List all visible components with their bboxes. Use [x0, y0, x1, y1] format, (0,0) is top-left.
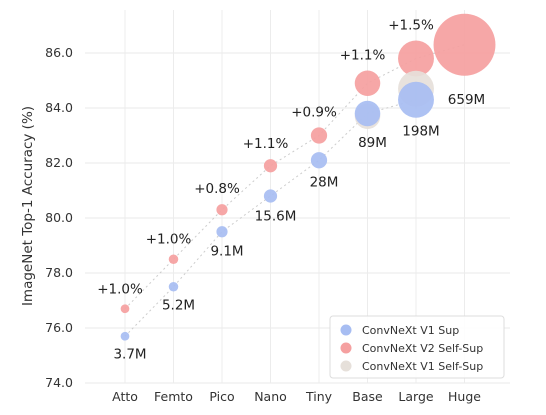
param-label: 28M	[310, 174, 339, 190]
legend-marker-v2-selfsup	[340, 342, 352, 354]
point-v2-selfsup-atto	[120, 304, 130, 314]
x-tick-label: Pico	[209, 389, 234, 404]
y-tick-label: 84.0	[45, 100, 73, 115]
param-label: 5.2M	[162, 298, 195, 314]
x-tick-label: Tiny	[305, 389, 333, 404]
legend-label-v2-selfsup: ConvNeXt V2 Self-Sup	[362, 342, 483, 355]
x-tick-label: Huge	[448, 389, 481, 404]
legend-marker-v1-selfsup	[340, 360, 352, 372]
point-v2-selfsup-pico	[216, 204, 228, 216]
trend-line-1	[124, 44, 465, 310]
param-label: 198M	[402, 124, 439, 140]
point-v1-sup-tiny	[310, 152, 328, 169]
param-label: 659M	[448, 92, 485, 108]
gain-label: +0.9%	[291, 104, 337, 120]
x-tick-label: Atto	[112, 389, 138, 404]
point-v2-selfsup-base	[354, 70, 381, 97]
point-v1-sup-large	[398, 81, 434, 118]
param-label: 3.7M	[113, 347, 146, 363]
legend: ConvNeXt V1 Sup ConvNeXt V2 Self-Sup Con…	[329, 315, 505, 379]
param-label: 15.6M	[255, 209, 297, 225]
point-v2-selfsup-tiny	[310, 127, 328, 144]
point-v1-sup-pico	[216, 226, 228, 238]
x-tick-label: Nano	[254, 389, 287, 404]
x-tick-label: Femto	[154, 389, 193, 404]
y-axis-ticks: 74.0 76.0 78.0 80.0 82.0 84.0 86.0	[45, 45, 73, 390]
x-tick-label: Base	[352, 389, 383, 404]
gain-label: +1.0%	[146, 231, 192, 247]
gain-label: +1.1%	[243, 136, 289, 152]
point-v2-selfsup-huge	[433, 13, 496, 76]
point-v2-selfsup-femto	[168, 254, 179, 265]
legend-label-v1-selfsup: ConvNeXt V1 Self-Sup	[362, 360, 483, 373]
x-axis-ticks: Atto Femto Pico Nano Tiny Base Large Huge	[112, 389, 481, 404]
point-v1-sup-atto	[120, 331, 130, 341]
legend-marker-v1-sup	[340, 324, 352, 336]
x-tick-label: Large	[398, 389, 433, 404]
y-tick-label: 82.0	[45, 155, 73, 170]
y-tick-label: 78.0	[45, 265, 73, 280]
data-points	[120, 13, 496, 341]
point-v2-selfsup-large	[398, 40, 434, 77]
y-tick-label: 74.0	[45, 375, 73, 390]
point-v1-sup-base	[354, 100, 381, 127]
legend-label-v1-sup: ConvNeXt V1 Sup	[362, 324, 459, 337]
point-v2-selfsup-nano	[263, 159, 278, 173]
param-labels: 3.7M 5.2M 9.1M 15.6M 28M 89M 198M 659M	[113, 92, 485, 363]
y-tick-label: 76.0	[45, 320, 73, 335]
y-tick-label: 80.0	[45, 210, 73, 225]
gain-label: +0.8%	[194, 181, 240, 197]
point-v1-sup-femto	[168, 281, 179, 292]
gain-label: +1.0%	[97, 281, 143, 297]
param-label: 89M	[358, 135, 387, 151]
point-v1-sup-nano	[263, 189, 278, 203]
gain-label: +1.1%	[340, 47, 386, 63]
y-tick-label: 86.0	[45, 45, 73, 60]
y-axis-label: ImageNet Top-1 Accuracy (%)	[20, 106, 36, 306]
param-label: 9.1M	[210, 243, 243, 259]
legend-box	[329, 315, 505, 379]
gain-label: +1.5%	[388, 18, 434, 34]
gain-labels: +1.0%+1.0%+0.8%+1.1%+0.9%+1.1%+1.5%	[97, 18, 434, 298]
